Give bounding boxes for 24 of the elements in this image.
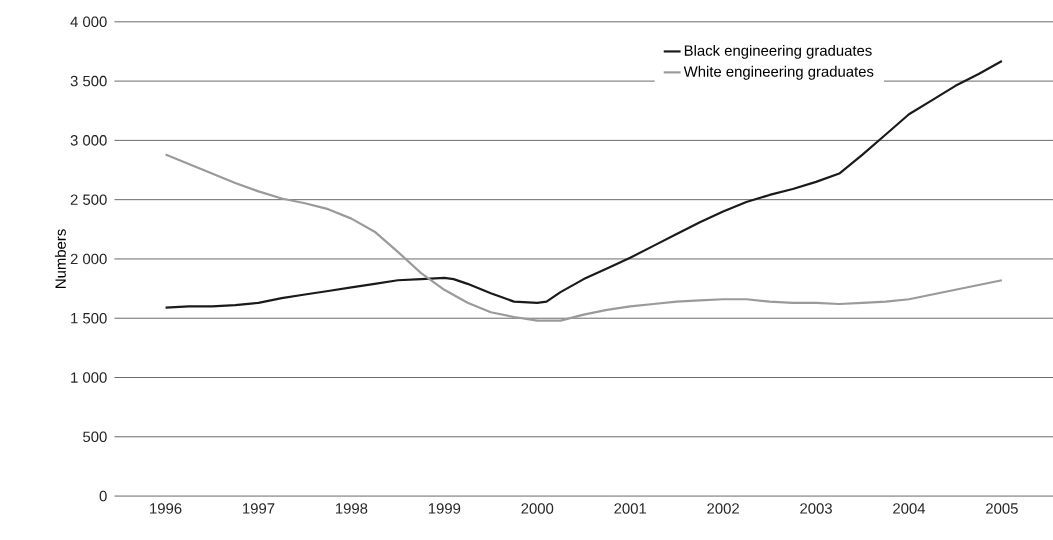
x-tick-label: 2002	[707, 503, 739, 514]
legend-label: White engineering graduates	[683, 66, 874, 80]
y-tick-label: 1 500	[71, 313, 107, 324]
y-tick-label: 2 000	[70, 253, 107, 265]
y-tick-label: 0	[99, 490, 107, 502]
y-tick-label: 3 000	[70, 135, 107, 146]
y-tick-label: 3 500	[70, 75, 107, 87]
x-tick-label: 2003	[800, 503, 832, 514]
x-tick-label: 1996	[150, 503, 182, 514]
x-tick-label: 2005	[986, 503, 1018, 514]
y-tick-label: 2 500	[70, 194, 107, 206]
x-tick-label: 1998	[335, 503, 368, 514]
x-tick-label: 2004	[893, 503, 926, 514]
x-tick-label: 1997	[243, 503, 275, 514]
y-axis-title: Numbers	[54, 229, 66, 289]
x-tick-label: 2000	[521, 503, 554, 514]
legend-label: Black engineering graduates	[684, 45, 872, 59]
y-tick-label: 1 000	[71, 372, 107, 383]
x-tick-label: 1999	[428, 503, 461, 514]
y-tick-label: 500	[83, 431, 107, 443]
x-tick-label: 2001	[614, 503, 646, 514]
line-series	[164, 60, 1003, 309]
y-tick-label: 4 000	[70, 16, 107, 28]
line-series	[164, 153, 1003, 322]
